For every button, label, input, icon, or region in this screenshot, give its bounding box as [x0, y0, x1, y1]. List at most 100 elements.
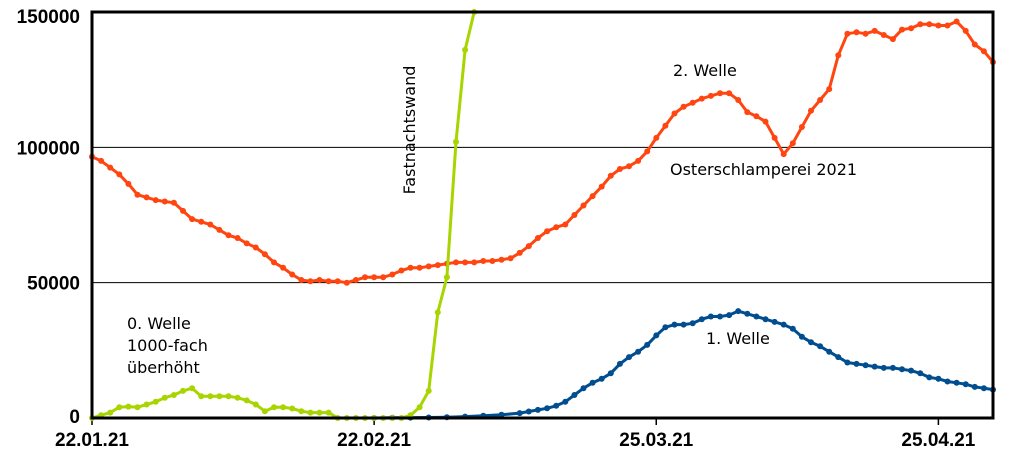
data-point	[325, 409, 332, 416]
data-point	[443, 274, 450, 281]
data-point	[425, 387, 432, 394]
data-point	[380, 274, 387, 281]
data-point	[234, 235, 241, 241]
data-point	[298, 408, 305, 415]
annotation-osterschlamperei: Osterschlamperei 2021	[670, 160, 857, 179]
data-point	[862, 30, 869, 37]
data-point	[553, 224, 560, 231]
data-point	[817, 97, 824, 103]
data-point	[434, 262, 441, 269]
data-point	[498, 411, 505, 418]
data-point	[871, 363, 878, 370]
data-point	[152, 398, 159, 405]
data-point	[498, 256, 505, 263]
data-point	[425, 263, 432, 270]
data-point	[471, 259, 478, 266]
data-point	[671, 321, 678, 328]
annotation-ueberhoeht: überhöht	[127, 358, 200, 377]
data-point	[698, 316, 705, 323]
data-point	[798, 124, 805, 130]
data-point	[953, 18, 960, 25]
data-point	[744, 310, 751, 317]
data-point	[198, 393, 205, 400]
data-point	[689, 99, 696, 106]
data-point	[298, 277, 305, 283]
data-point	[680, 103, 687, 110]
plot-frame	[90, 10, 995, 420]
data-point	[553, 402, 560, 409]
data-point	[107, 164, 114, 171]
data-point	[544, 405, 551, 412]
data-point	[143, 194, 150, 201]
data-point	[917, 370, 924, 377]
data-point	[161, 394, 168, 401]
data-point	[789, 140, 796, 147]
data-point	[826, 348, 833, 355]
data-point	[189, 216, 196, 223]
data-point	[908, 25, 915, 32]
data-point	[908, 367, 915, 374]
data-point	[589, 379, 596, 386]
data-point	[653, 332, 660, 339]
data-point	[534, 406, 541, 413]
data-point	[780, 151, 787, 158]
data-point	[325, 278, 332, 285]
data-point	[280, 264, 287, 271]
data-point	[571, 392, 578, 398]
data-point	[125, 180, 132, 187]
data-point	[525, 243, 532, 250]
y-axis-ticks: 0 50000 100000 150000	[17, 7, 80, 428]
data-point	[835, 52, 842, 59]
series-line	[91, 20, 995, 285]
data-point	[289, 271, 296, 278]
data-point	[780, 321, 787, 328]
data-point	[616, 360, 623, 367]
data-point	[252, 401, 259, 408]
annotations: 2. Welle Osterschlamperei 2021 1. Welle 0. …	[127, 61, 857, 377]
data-point	[889, 36, 896, 43]
data-point	[589, 193, 596, 200]
data-point	[216, 393, 223, 400]
data-point	[680, 321, 687, 328]
data-point	[371, 274, 378, 281]
data-point	[416, 264, 423, 271]
x-tick-label: 25.04.21	[901, 430, 975, 451]
data-point	[980, 385, 987, 392]
data-point	[762, 118, 769, 125]
data-point	[853, 29, 860, 36]
data-point	[398, 267, 405, 274]
data-point	[862, 362, 869, 369]
data-point	[653, 134, 660, 141]
data-point	[480, 258, 487, 264]
y-tick-label: 100000	[17, 138, 80, 159]
data-point	[844, 30, 851, 37]
data-point	[170, 392, 177, 398]
data-point	[626, 354, 632, 361]
data-point	[753, 113, 760, 120]
data-point	[180, 207, 186, 214]
data-point	[607, 172, 614, 179]
data-point	[717, 313, 723, 320]
data-point	[808, 339, 814, 346]
x-tick-label: 22.02.21	[337, 430, 411, 451]
data-point	[562, 221, 569, 228]
data-point	[334, 278, 341, 285]
data-point	[407, 264, 414, 271]
data-point	[899, 366, 905, 373]
data-point	[598, 183, 605, 190]
data-point	[261, 408, 268, 415]
data-point	[198, 218, 205, 225]
data-point	[207, 393, 214, 400]
y-tick-label: 50000	[27, 274, 80, 295]
data-point	[125, 403, 132, 410]
data-point	[434, 309, 441, 316]
data-point	[271, 404, 277, 411]
data-point	[626, 163, 632, 170]
data-point	[316, 277, 323, 283]
data-point	[771, 134, 778, 141]
data-point	[662, 324, 669, 331]
data-point	[216, 226, 223, 233]
data-point	[771, 318, 778, 325]
y-tick-label: 0	[69, 407, 80, 428]
data-point	[753, 313, 760, 320]
